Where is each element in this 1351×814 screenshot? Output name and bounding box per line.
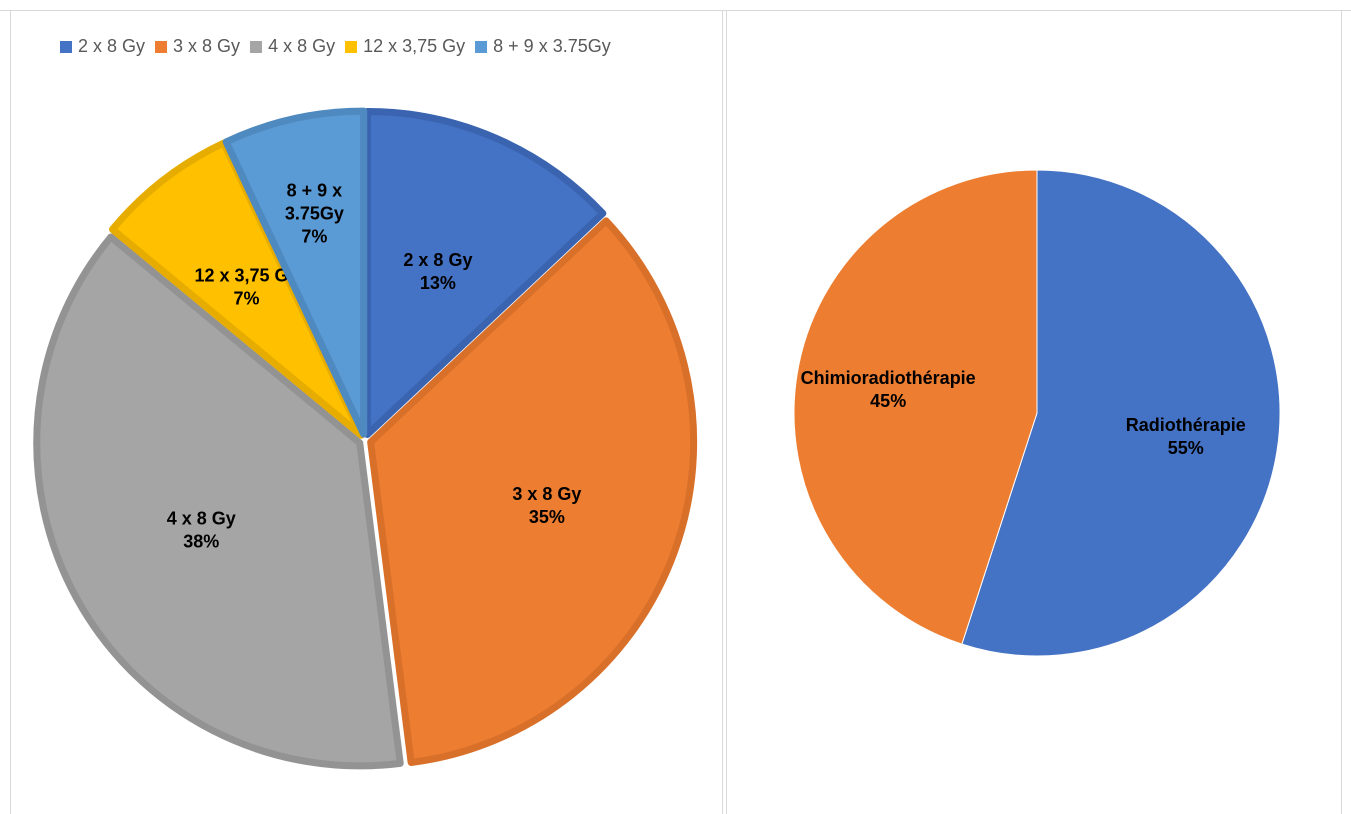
divider-edge	[726, 10, 727, 814]
legend-swatch-2	[250, 40, 263, 53]
right-border	[1341, 10, 1342, 814]
pie1-slice-2	[33, 233, 404, 770]
left-border	[10, 10, 11, 814]
pie1-data-label-3: 12 x 3,75 Gy 7%	[194, 266, 298, 309]
legend-swatch-3	[345, 40, 358, 53]
pie2-data-label-1: Chimioradiothérapie 45%	[801, 368, 976, 411]
legend-swatch-0	[60, 40, 72, 53]
legend-label-3: 12 x 3,75 Gy	[363, 36, 466, 56]
pie2-slice-0	[961, 169, 1281, 657]
pie2-slice-1	[793, 169, 1038, 645]
pie1-data-label-0: 2 x 8 Gy 13%	[403, 250, 472, 293]
pie1-slice-4	[222, 107, 368, 438]
panel-divider	[722, 10, 723, 814]
legend-item-2: 4 x 8 Gy	[250, 36, 335, 57]
legend-label-1: 3 x 8 Gy	[173, 36, 241, 56]
legend-swatch-4	[475, 40, 488, 53]
legend-swatch-1	[155, 40, 168, 53]
legend-label-4: 8 + 9 x 3.75Gy	[493, 36, 611, 56]
legend-label-2: 4 x 8 Gy	[268, 36, 336, 56]
legend-item-1: 3 x 8 Gy	[155, 36, 240, 57]
legend-item-4: 8 + 9 x 3.75Gy	[475, 36, 611, 57]
pie2-data-label-0: Radiothérapie 55%	[1126, 415, 1246, 458]
chart-legend: 2 x 8 Gy 3 x 8 Gy 4 x 8 Gy 12 x 3,75 Gy …	[60, 36, 611, 57]
pie1-data-label-1: 3 x 8 Gy 35%	[512, 484, 581, 527]
pie1-data-label-4: 8 + 9 x 3.75Gy 7%	[285, 180, 344, 246]
pie1-slice-3	[108, 139, 365, 439]
top-border	[0, 10, 1351, 11]
pie1-slice-1	[367, 217, 698, 766]
legend-label-0: 2 x 8 Gy	[78, 36, 146, 56]
pie1-data-label-2: 4 x 8 Gy 38%	[167, 509, 236, 552]
legend-item-3: 12 x 3,75 Gy	[345, 36, 465, 57]
pie1-slice-0	[363, 107, 607, 438]
legend-item-0: 2 x 8 Gy	[60, 36, 145, 57]
